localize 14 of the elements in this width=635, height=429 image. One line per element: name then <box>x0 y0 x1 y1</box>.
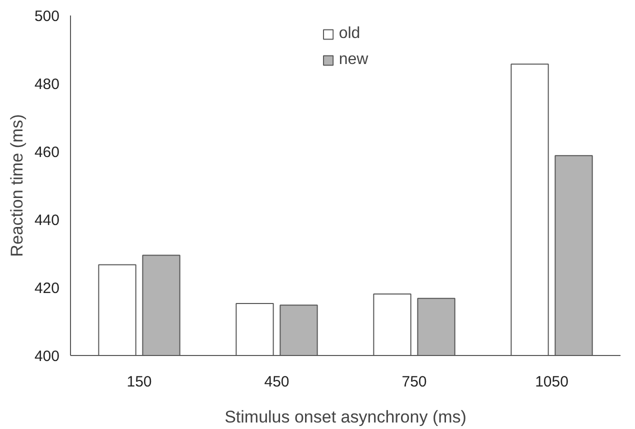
y-tick-label: 500 <box>34 8 60 25</box>
y-tick-label: 420 <box>34 280 60 297</box>
y-axis-title: Reaction time (ms) <box>7 114 26 257</box>
x-axis-title: Stimulus onset asynchrony (ms) <box>224 408 466 426</box>
y-tick-label: 460 <box>34 144 60 161</box>
x-tick-label: 750 <box>402 374 427 390</box>
legend-label: new <box>338 51 368 69</box>
legend-label: old <box>338 25 360 43</box>
y-tick-label: 400 <box>34 348 60 365</box>
x-tick-label: 1050 <box>535 374 568 390</box>
x-tick-label: 150 <box>126 374 152 390</box>
x-tick-label: 450 <box>264 374 290 390</box>
y-tick-label: 480 <box>34 76 60 93</box>
y-tick-label: 440 <box>34 212 60 229</box>
